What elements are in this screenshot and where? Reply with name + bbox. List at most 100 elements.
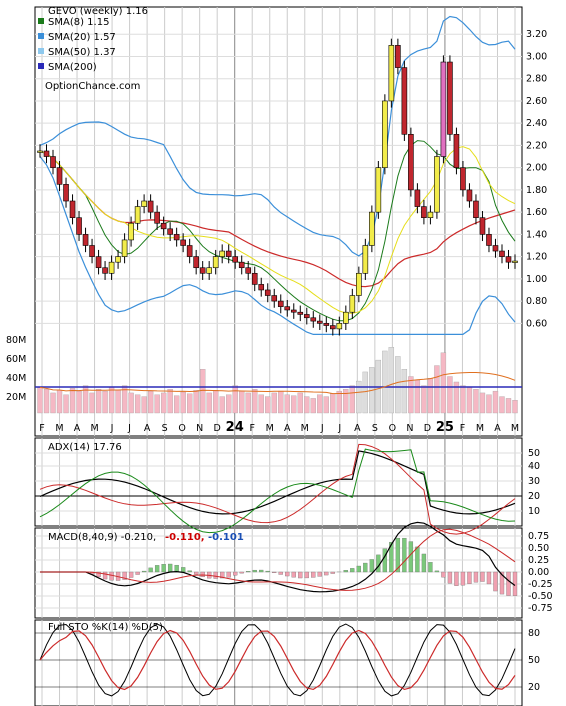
candle <box>258 284 265 291</box>
macd-histogram-bar <box>473 571 479 583</box>
candle <box>303 314 310 319</box>
candle <box>512 260 518 263</box>
x-tick-label: 24 <box>226 420 244 435</box>
panel-main <box>34 6 523 437</box>
macd-histogram-bar <box>493 571 498 592</box>
volume-bar <box>460 385 466 414</box>
macd-histogram-bar <box>194 571 199 575</box>
macd-histogram-bar <box>356 565 361 573</box>
macd-histogram-bar <box>252 569 257 573</box>
candle <box>479 217 486 235</box>
macd-histogram-bar <box>311 571 316 578</box>
macd-signal-line <box>40 528 516 591</box>
price-tick-label: 1.80 <box>526 185 547 196</box>
volume-bar <box>200 369 206 414</box>
candle <box>212 256 219 269</box>
price-tick-label: 2.20 <box>526 140 547 151</box>
candle <box>43 150 50 157</box>
candle <box>186 245 193 257</box>
x-tick-label: O <box>178 423 185 434</box>
candle <box>401 67 408 135</box>
volume-bar <box>278 390 284 414</box>
candle <box>382 100 388 168</box>
volume-bar <box>258 394 264 414</box>
volume-bar <box>512 400 518 414</box>
candle <box>447 61 453 135</box>
x-tick-label: J <box>127 423 131 434</box>
candle <box>343 311 349 324</box>
volume-bar <box>226 394 232 414</box>
price-tick-label: 2.60 <box>526 96 547 107</box>
macd-histogram-bar <box>389 541 394 573</box>
volume-bar <box>245 392 251 414</box>
volume-bar <box>453 381 460 414</box>
candle <box>76 217 82 235</box>
macd-histogram-bar <box>460 571 466 586</box>
volume-bar <box>89 392 95 414</box>
macd-histogram-bar <box>200 571 205 578</box>
volume-bar <box>473 389 479 414</box>
volume-bar <box>115 390 121 414</box>
volume-tick-label: 80M <box>6 335 26 346</box>
candle <box>284 306 291 311</box>
macd-tick-label: 0.00 <box>528 567 549 578</box>
volume-bar <box>173 395 180 414</box>
candle <box>388 45 395 102</box>
adx-tick-label: 30 <box>528 476 540 487</box>
volume-bar <box>317 394 323 414</box>
sto-d-line <box>39 629 516 691</box>
plus-di-line <box>39 443 516 535</box>
volume-bar <box>63 394 69 414</box>
volume-bar <box>232 385 238 414</box>
macd-histogram-bar <box>161 564 166 573</box>
price-tick-label: 1.40 <box>526 229 547 240</box>
macd-histogram-bar <box>109 571 114 581</box>
x-tick-label: M <box>90 423 98 434</box>
macd-histogram-bar <box>343 570 348 573</box>
macd-histogram-bar <box>499 571 505 595</box>
macd-tick-label: 0.75 <box>528 531 549 542</box>
macd-histogram-bar <box>141 570 147 573</box>
volume-bar <box>492 390 499 414</box>
macd-histogram-bar <box>434 570 440 573</box>
legend-swatch <box>38 63 44 69</box>
candle <box>69 200 76 218</box>
x-tick-label: F <box>249 423 254 434</box>
macd-histogram-bar <box>421 553 427 573</box>
bollinger-upper <box>39 15 516 257</box>
macd-histogram-bar <box>278 571 283 575</box>
price-tick-label: 2.00 <box>526 163 547 174</box>
macd-histogram-bar <box>174 564 179 573</box>
candle <box>369 211 375 246</box>
candle <box>310 317 317 322</box>
sto-label: Full STO %K(14) %D(5) <box>48 622 163 633</box>
candle <box>486 234 492 246</box>
candle <box>134 206 141 224</box>
candle <box>434 156 440 213</box>
macd-histogram-bar <box>246 571 251 573</box>
candle <box>199 267 206 274</box>
volume-bar <box>447 376 453 414</box>
price-tick-label: 3.20 <box>526 29 547 40</box>
macd-histogram-bar <box>363 562 368 573</box>
macd-histogram-bar <box>350 568 355 573</box>
minus-di-line <box>39 448 516 534</box>
macd-histogram-bar <box>233 571 238 576</box>
macd-histogram-bar <box>467 571 472 584</box>
volume-bar <box>427 378 434 414</box>
volume-bar <box>414 379 421 414</box>
macd-histogram-bar <box>181 567 186 573</box>
candle <box>141 200 147 207</box>
candle <box>173 234 180 241</box>
volume-bar <box>95 389 102 414</box>
volume-bar <box>401 369 408 414</box>
macd-histogram-bar <box>415 546 420 573</box>
volume-bar <box>349 385 355 414</box>
volume-bar <box>147 390 154 414</box>
volume-bar <box>50 392 56 414</box>
macd-histogram-bar <box>441 571 446 578</box>
volume-bar <box>76 390 82 414</box>
x-tick-label: A <box>144 423 151 434</box>
macd-histogram-bar <box>239 571 244 574</box>
